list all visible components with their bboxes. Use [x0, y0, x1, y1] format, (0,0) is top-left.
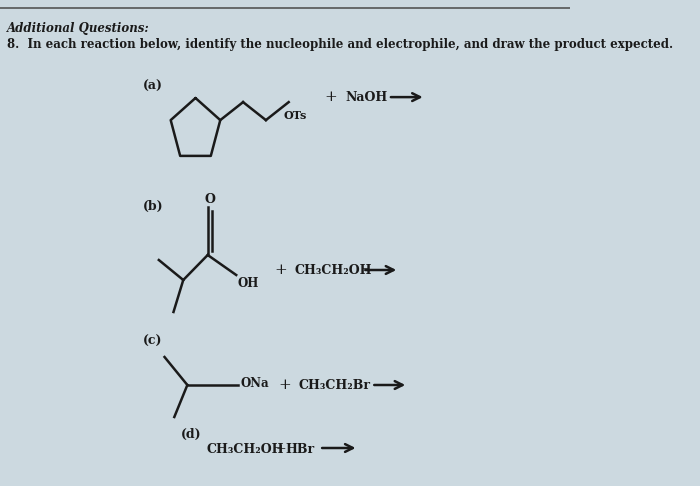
Text: NaOH: NaOH — [346, 90, 388, 104]
Text: HBr: HBr — [285, 443, 314, 456]
Text: +: + — [325, 90, 337, 104]
Text: (b): (b) — [143, 200, 163, 213]
Text: CH₃CH₂OH: CH₃CH₂OH — [207, 443, 284, 456]
Text: CH₃CH₂OH: CH₃CH₂OH — [294, 263, 372, 277]
Text: 8.  In each reaction below, identify the nucleophile and electrophile, and draw : 8. In each reaction below, identify the … — [6, 38, 673, 51]
Text: +: + — [274, 263, 288, 277]
Text: ONa: ONa — [240, 377, 269, 389]
Text: (c): (c) — [143, 335, 162, 348]
Text: OH: OH — [238, 277, 259, 290]
Text: (a): (a) — [143, 80, 162, 93]
Text: OTs: OTs — [284, 110, 307, 121]
Text: (d): (d) — [181, 428, 202, 441]
Text: +: + — [275, 443, 286, 456]
Text: O: O — [204, 193, 216, 206]
Text: +: + — [279, 378, 291, 392]
Text: CH₃CH₂Br: CH₃CH₂Br — [298, 379, 370, 392]
Text: Additional Questions:: Additional Questions: — [6, 22, 149, 35]
